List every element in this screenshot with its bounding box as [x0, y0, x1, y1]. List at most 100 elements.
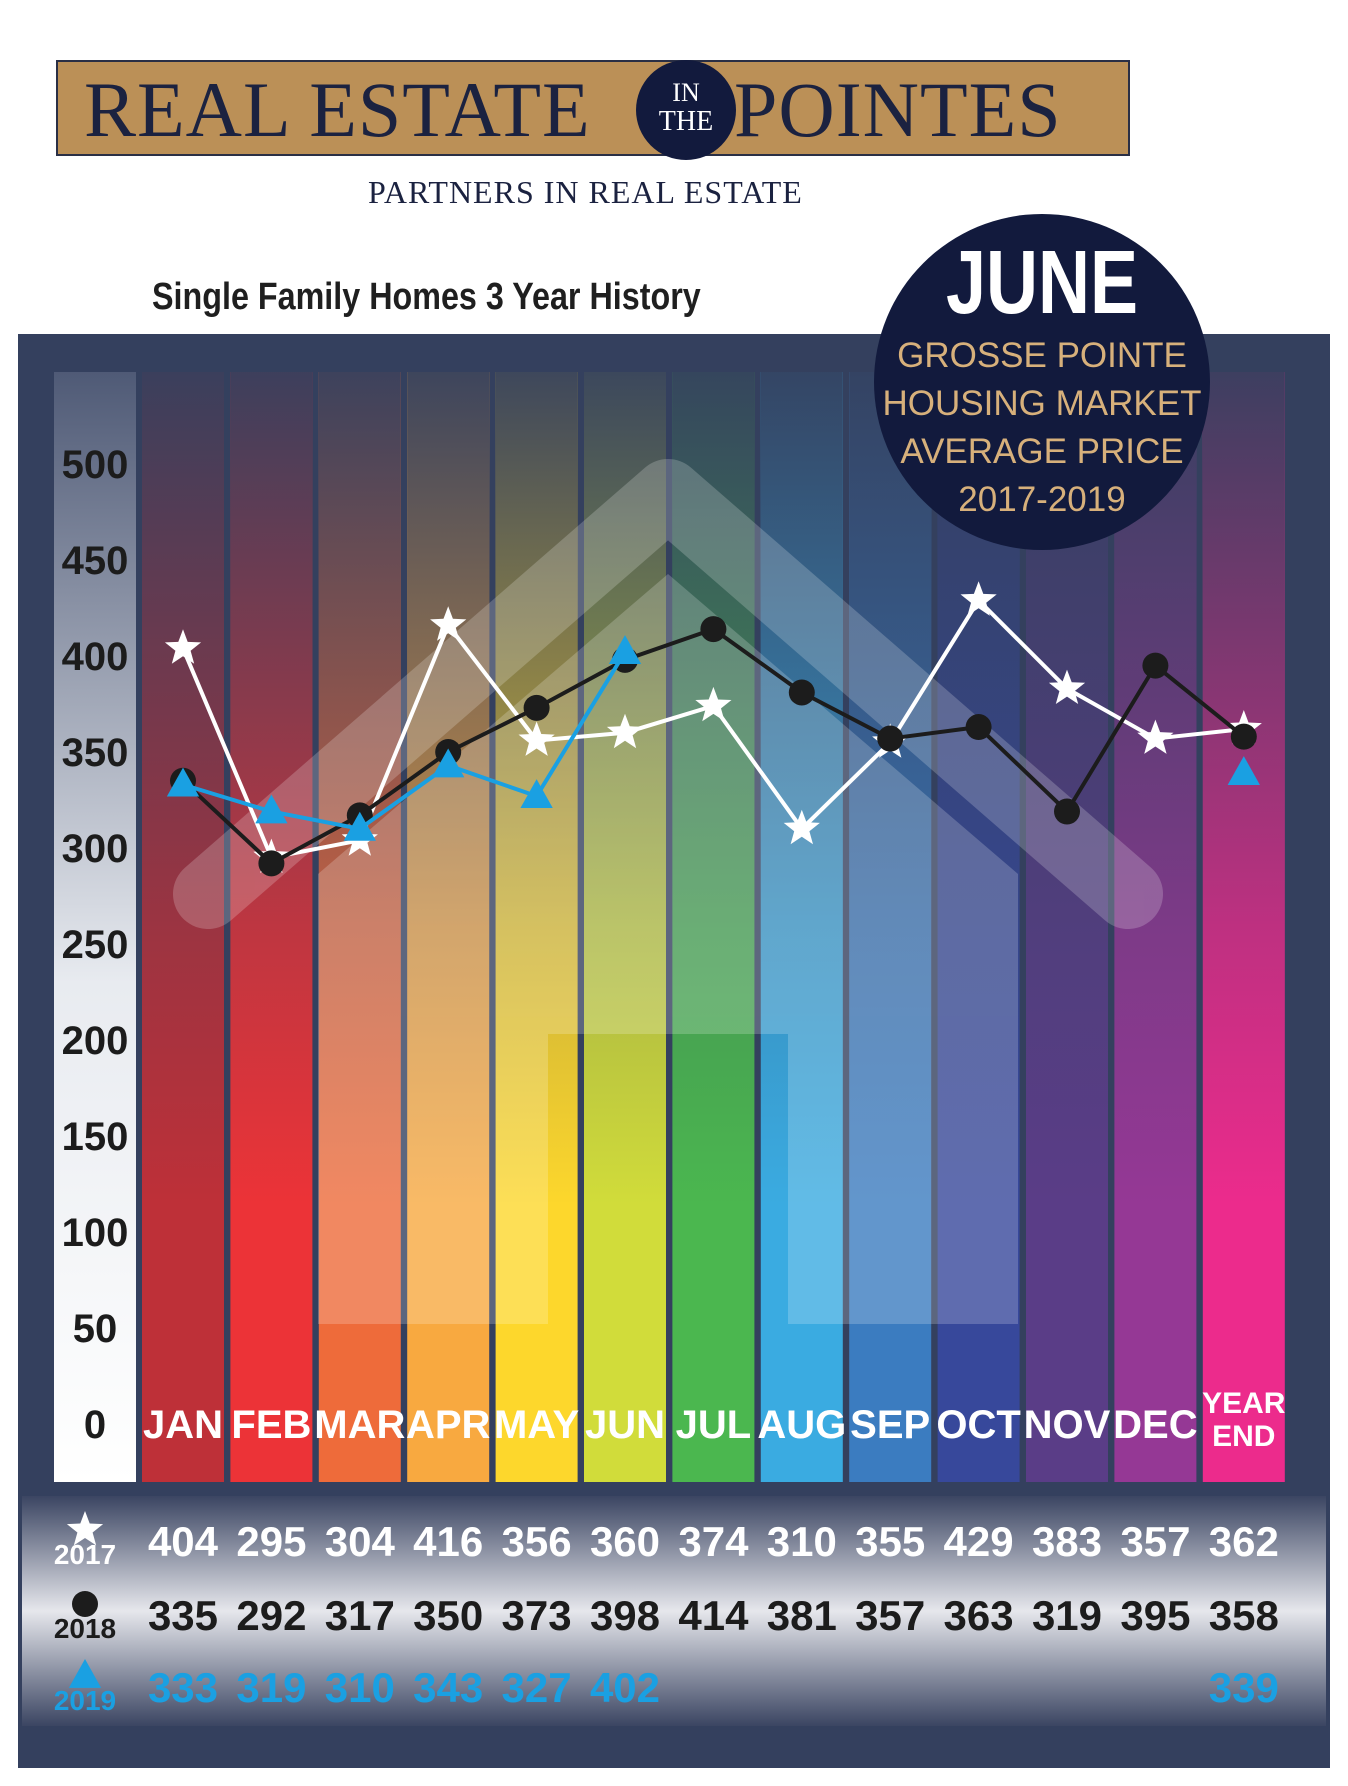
- logo-circle-top-text: IN: [672, 78, 700, 107]
- data-table-value: 395: [1120, 1592, 1190, 1639]
- chart-title: Single Family Homes 3 Year History: [152, 276, 701, 318]
- data-table-value: 310: [325, 1664, 395, 1711]
- house-watermark: [173, 459, 1163, 1324]
- marker-2019: [520, 779, 553, 809]
- month-label: MAY: [494, 1403, 580, 1447]
- month-column-shade: [318, 372, 401, 1482]
- data-table-value: 383: [1032, 1518, 1102, 1565]
- y-tick-label: 250: [62, 923, 129, 967]
- y-axis-panel: [54, 372, 136, 1482]
- month-column-shade: [495, 372, 578, 1482]
- data-table-value: 414: [678, 1592, 749, 1639]
- data-table-value: 404: [148, 1518, 219, 1565]
- data-table-value: 327: [502, 1664, 572, 1711]
- marker-2017: [960, 581, 997, 616]
- data-table-value: 416: [413, 1518, 483, 1565]
- data-table-value: 317: [325, 1592, 395, 1639]
- data-table-value: 358: [1209, 1592, 1279, 1639]
- y-tick-label: 400: [62, 635, 129, 679]
- data-table-value: 362: [1209, 1518, 1279, 1565]
- marker-2017: [518, 721, 555, 756]
- month-label: SEP: [850, 1403, 930, 1447]
- data-table-value: 357: [855, 1592, 925, 1639]
- data-table-value: 304: [325, 1518, 396, 1565]
- y-tick-label: 100: [62, 1211, 129, 1255]
- logo-text-left: REAL ESTATE: [84, 66, 591, 153]
- y-tick-label: 350: [62, 731, 129, 775]
- month-label: YEAR: [1202, 1387, 1286, 1420]
- logo-text-right: POINTES: [734, 66, 1062, 153]
- y-tick-label: 200: [62, 1019, 129, 1063]
- logo-circle-bottom-text: THE: [658, 106, 714, 137]
- month-column-shade: [937, 372, 1020, 1482]
- y-tick-label: 500: [62, 443, 129, 487]
- legend-marker-2018: [72, 1591, 98, 1617]
- marker-2018: [258, 850, 285, 877]
- data-table-value: 374: [678, 1518, 749, 1565]
- month-label: JUN: [585, 1403, 665, 1447]
- legend-marker-2017: [66, 1511, 104, 1546]
- legend-label-2018: 2018: [54, 1613, 116, 1644]
- marker-2019: [1227, 756, 1260, 786]
- marker-2017: [1137, 719, 1174, 754]
- marker-2017: [695, 686, 732, 722]
- data-table-value: 429: [944, 1518, 1014, 1565]
- data-table-value: 319: [236, 1664, 306, 1711]
- data-table-value: 356: [502, 1518, 572, 1565]
- legend-label-2017: 2017: [54, 1539, 116, 1570]
- marker-2017: [606, 713, 644, 749]
- marker-2018: [965, 714, 992, 741]
- data-table-value: 295: [236, 1518, 306, 1565]
- data-table-value: 319: [1032, 1592, 1102, 1639]
- badge-line: GROSSE POINTE: [897, 336, 1187, 375]
- marker-2018: [700, 616, 727, 643]
- data-table-value: 363: [944, 1592, 1014, 1639]
- marker-2017: [430, 606, 467, 641]
- house-roof: [173, 459, 1163, 929]
- y-tick-label: 0: [84, 1403, 106, 1447]
- marker-2018: [1230, 723, 1257, 750]
- data-table-value: 402: [590, 1664, 660, 1711]
- logo-bar: REAL ESTATE IN THE POINTES: [56, 60, 1130, 160]
- legend-label-2019: 2019: [54, 1685, 116, 1716]
- month-column-shade: [849, 372, 932, 1482]
- marker-2018: [523, 694, 550, 721]
- month-column-shade: [584, 372, 666, 1482]
- marker-2018: [788, 679, 815, 706]
- badge-title: JUNE: [945, 233, 1139, 333]
- month-label: OCT: [936, 1403, 1020, 1447]
- marker-2019: [343, 811, 376, 841]
- month-label: NOV: [1024, 1403, 1111, 1447]
- marker-2017: [783, 809, 820, 845]
- month-label: JUL: [676, 1403, 752, 1447]
- data-table-value: 339: [1209, 1664, 1279, 1711]
- month-label: DEC: [1113, 1403, 1197, 1447]
- month-column-shade: [1026, 372, 1108, 1482]
- marker-2017: [164, 629, 202, 664]
- marker-2018: [1142, 652, 1169, 679]
- chart-frame: 0 50 100 150 200 250 300 350 400 450 500 JAN FEB MAR A…: [18, 334, 1330, 1768]
- data-table-value: 333: [148, 1664, 218, 1711]
- month-label: AUG: [757, 1403, 846, 1447]
- data-table-value: 357: [1120, 1518, 1190, 1565]
- month-column-shade: [407, 372, 490, 1482]
- data-table-bg: [22, 1496, 1326, 1726]
- marker-2019: [608, 635, 642, 665]
- month-column-shade: [230, 372, 313, 1482]
- tagline: PARTNERS IN REAL ESTATE: [368, 174, 803, 210]
- series-line-2019: [182, 651, 627, 831]
- badge-line: AVERAGE PRICE: [900, 432, 1184, 471]
- badge-line: 2017-2019: [958, 480, 1126, 519]
- legend-marker-2019: [68, 1659, 102, 1688]
- marker-2018: [1054, 798, 1080, 825]
- data-table-value: 350: [413, 1592, 483, 1639]
- month-label: FEB: [231, 1403, 311, 1447]
- marker-2017: [1048, 669, 1086, 704]
- badge-line: HOUSING MARKET: [882, 384, 1202, 423]
- month-column-shade: [760, 372, 843, 1482]
- logo-circle: IN THE: [636, 60, 736, 160]
- data-table-value: 292: [236, 1592, 306, 1639]
- badge-lines: GROSSE POINTE HOUSING MARKET AVERAGE PRI…: [874, 332, 1210, 524]
- y-tick-label: 150: [62, 1115, 129, 1159]
